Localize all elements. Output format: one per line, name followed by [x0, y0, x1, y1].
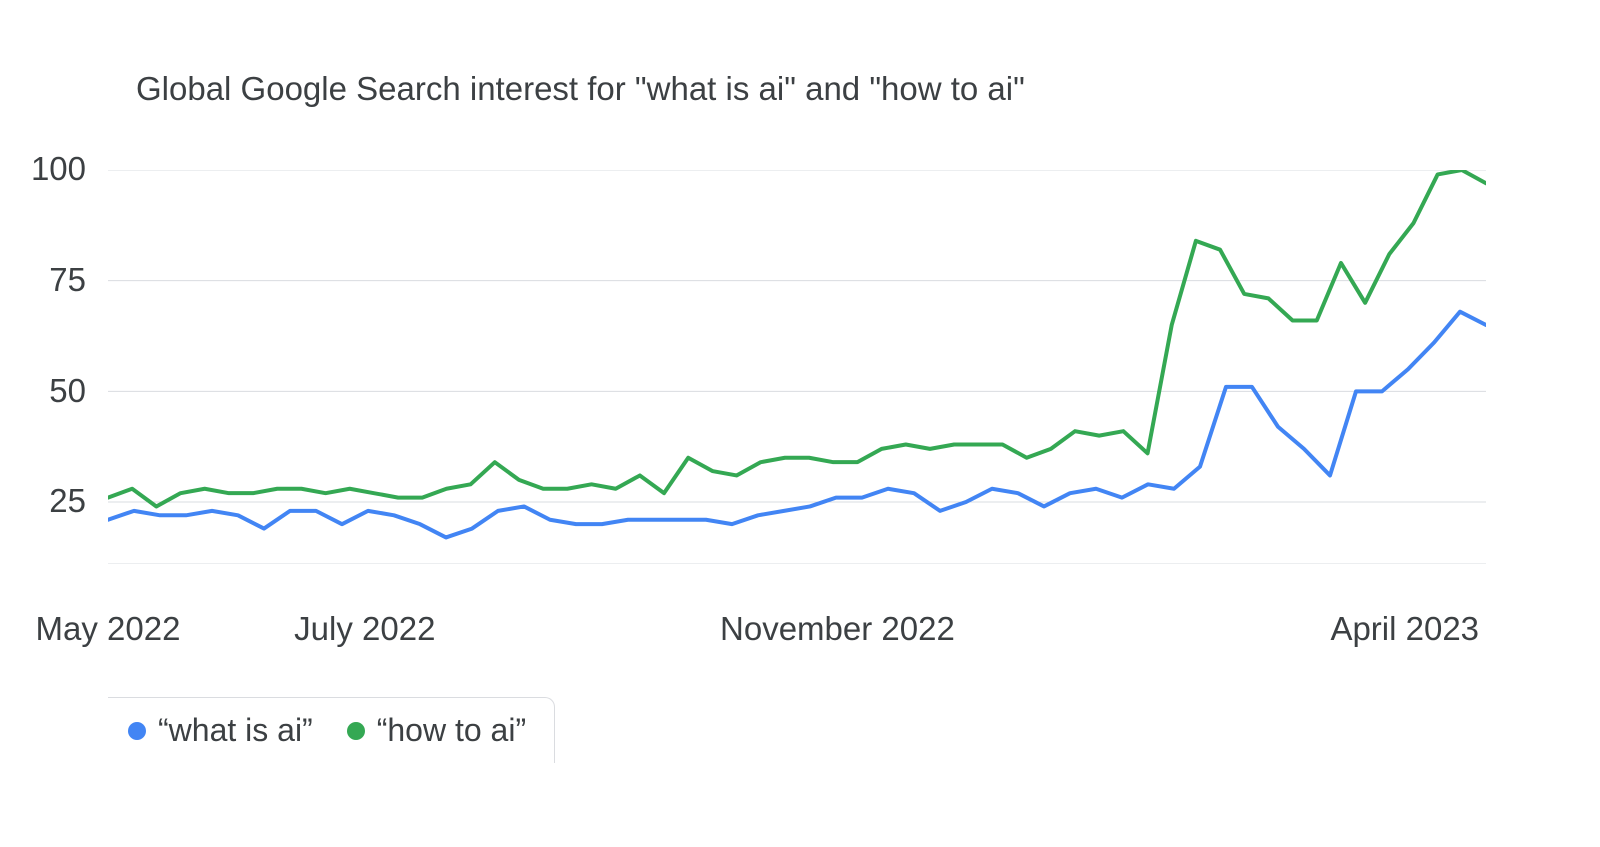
legend-marker-icon: [128, 722, 146, 740]
x-axis-tick: April 2023: [1330, 610, 1479, 648]
y-axis-tick: 50: [6, 372, 86, 410]
chart-plot-area: [108, 170, 1486, 564]
x-axis-tick: November 2022: [720, 610, 955, 648]
legend-item: “how to ai”: [347, 712, 526, 749]
legend-label: “what is ai”: [158, 712, 313, 749]
x-axis-tick: May 2022: [36, 610, 181, 648]
legend-label: “how to ai”: [377, 712, 526, 749]
legend-marker-icon: [347, 722, 365, 740]
y-axis-tick: 75: [6, 261, 86, 299]
y-axis-tick: 25: [6, 482, 86, 520]
chart-legend: “what is ai” “how to ai”: [108, 697, 555, 763]
chart-title: Global Google Search interest for "what …: [136, 70, 1025, 108]
legend-item: “what is ai”: [128, 712, 313, 749]
line-chart: Global Google Search interest for "what …: [0, 0, 1600, 847]
y-axis-tick: 100: [6, 150, 86, 188]
x-axis-tick: July 2022: [294, 610, 435, 648]
